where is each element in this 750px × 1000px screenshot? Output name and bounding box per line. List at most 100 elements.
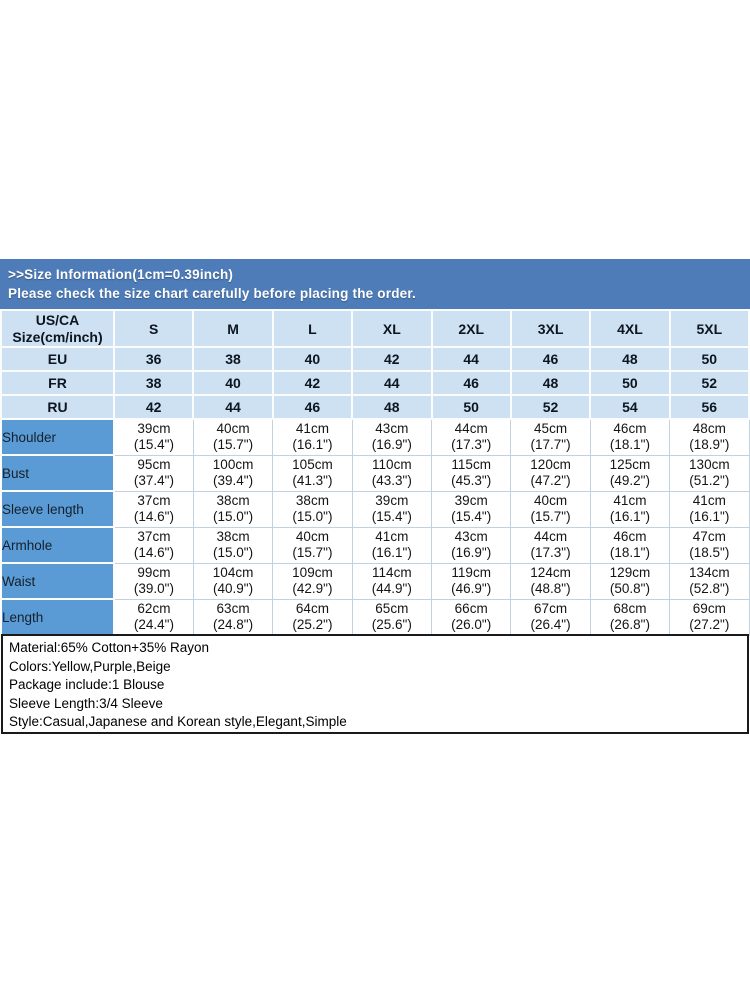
size-table: US/CA Size(cm/inch) S M L XL 2XL 3XL 4XL 5XL EU 3…: [0, 309, 750, 636]
conversion-row-fr: FR 38 40 42 44 46 48 50 52: [0, 370, 750, 396]
size-header-l: L: [271, 309, 354, 348]
table-cell: 105cm (41.3"): [272, 454, 353, 492]
measurement-row-sleeve-length: Sleeve length 37cm (14.6") 38cm (15.0") 38cm(…: [0, 490, 750, 528]
table-cell: 63cm (24.8"): [192, 598, 274, 636]
cell-cm-value: 134cm: [689, 565, 730, 580]
table-cell: 52: [509, 394, 592, 420]
cell-inch-value: (50.8"): [609, 581, 650, 596]
measurement-row-length: Length 62cm (24.4") 63cm (24.8") 64cm (25.2") 6…: [0, 598, 750, 636]
cell-cm-value: 109cm: [292, 565, 333, 580]
size-header-3xl: 3XL: [509, 309, 592, 348]
size-table-head: US/CA Size(cm/inch) S M L XL 2XL 3XL 4XL 5XL: [0, 309, 750, 348]
cell-cm-value: 48cm: [692, 421, 726, 437]
table-cell: 109cm (42.9"): [272, 562, 353, 600]
cell-inch-value: (14.6"): [133, 509, 174, 524]
table-cell: 65cm (25.6"): [351, 598, 433, 636]
cell-inch-value: (16.9"): [451, 545, 492, 560]
measurement-row-label: Sleeve length: [0, 490, 115, 528]
info-line-colors: Colors:Yellow,Purple,Beige: [9, 658, 171, 674]
cell-inch-value: (15.0"): [213, 545, 254, 560]
measurement-row-label: Armhole: [0, 526, 115, 564]
cell-cm-value: 64cm: [295, 601, 329, 616]
table-cell: 48cm (18.9"): [669, 418, 750, 456]
info-line-style: Style:Casual,Japanese and Korean style,E…: [9, 714, 347, 729]
table-cell: 40cm (15.7"): [192, 418, 274, 456]
cell-cm-value: 65cm: [375, 601, 409, 616]
cell-cm-value: 43cm: [375, 421, 409, 437]
cell-inch-value: (52.8"): [689, 581, 730, 596]
cell-inch-value: (16.9"): [371, 437, 412, 453]
cell-cm-value: 105cm: [292, 457, 333, 472]
table-cell: 42: [271, 370, 354, 396]
info-line-sleeve-length: Sleeve Length:3/4 Sleeve: [9, 695, 163, 711]
cell-inch-value: (14.6"): [133, 545, 174, 560]
measurement-row-label: Waist: [0, 562, 115, 600]
table-cell: 124cm (48.8"): [510, 562, 591, 600]
cell-cm-value: 41cm: [295, 421, 329, 437]
table-cell: 42: [112, 394, 195, 420]
cell-cm-value: 69cm: [692, 601, 726, 616]
cell-cm-value: 114cm: [372, 565, 412, 580]
cell-cm-value: 41cm: [375, 529, 409, 544]
measurement-row-label: Bust: [0, 454, 115, 492]
table-cell: 47cm (18.5"): [669, 526, 750, 564]
table-cell: 39cm (15.4"): [113, 418, 194, 456]
cell-inch-value: (16.1"): [371, 545, 412, 560]
table-cell: 52: [668, 370, 750, 396]
cell-cm-value: 119cm: [451, 565, 491, 580]
cell-inch-value: (39.0"): [133, 581, 174, 596]
table-cell: 68cm (26.8"): [589, 598, 671, 636]
cell-cm-value: 39cm: [375, 493, 409, 508]
info-line-package: Package include:1 Blouse: [9, 677, 165, 692]
measurement-row-armhole: Armhole 37cm (14.6") 38cm (15.0") 40cm (15.7")…: [0, 526, 750, 564]
table-cell: 50: [430, 394, 512, 420]
table-cell: 46cm (18.1"): [589, 418, 671, 456]
cell-inch-value: (43.3"): [371, 473, 412, 488]
size-header-xl: XL: [351, 309, 433, 348]
table-cell: 99cm (39.0"): [113, 562, 194, 600]
cell-cm-value: 40cm: [295, 529, 329, 544]
cell-cm-value: 115cm: [451, 457, 491, 472]
cell-inch-value: (15.7"): [213, 437, 254, 453]
cell-cm-value: 68cm: [613, 601, 647, 616]
cell-inch-value: (26.0"): [451, 617, 492, 632]
size-table-header-row: US/CA Size(cm/inch) S M L XL 2XL 3XL 4XL 5XL: [0, 309, 750, 348]
cell-inch-value: (18.9"): [689, 437, 730, 453]
cell-inch-value: (15.4"): [371, 509, 412, 524]
cell-cm-value: 39cm: [137, 421, 171, 437]
table-cell: 66cm (26.0"): [430, 598, 512, 636]
cell-cm-value: 41cm: [613, 493, 647, 508]
table-cell: 46: [509, 346, 592, 372]
cell-inch-value: (40.9"): [213, 581, 254, 596]
cell-inch-value: (51.2"): [689, 473, 730, 488]
cell-cm-value: 125cm: [609, 457, 651, 472]
table-cell: 67cm (26.4"): [510, 598, 591, 636]
table-cell: 38cm (15.0"): [192, 526, 274, 564]
table-cell: 41cm (16.1"): [589, 490, 671, 528]
cell-cm-value: 62cm: [137, 601, 171, 616]
cell-inch-value: (48.8"): [530, 581, 571, 596]
cell-inch-value: (42.9"): [292, 581, 333, 596]
table-cell: 54: [589, 394, 671, 420]
table-cell: 48: [351, 394, 433, 420]
conversion-row-eu: EU 36 38 40 42 44 46 48 50: [0, 346, 750, 372]
cell-cm-value: 66cm: [454, 601, 488, 616]
cell-inch-value: (16.1"): [609, 509, 650, 524]
size-info-banner: >>Size Information(1cm=0.39inch) Please …: [0, 259, 750, 309]
table-cell: 119cm (46.9"): [430, 562, 512, 600]
conversion-row-label: RU: [0, 394, 115, 420]
cell-inch-value: (16.1"): [689, 509, 730, 524]
cell-inch-value: (17.3"): [451, 437, 492, 453]
table-cell: 110cm (43.3"): [351, 454, 433, 492]
table-cell: 134cm (52.8"): [669, 562, 750, 600]
table-cell: 41cm (16.1"): [272, 418, 353, 456]
table-cell: 38: [192, 346, 274, 372]
table-cell: 115cm (45.3"): [430, 454, 512, 492]
cell-inch-value: (24.4"): [133, 617, 174, 632]
size-header-2xl: 2XL: [430, 309, 512, 348]
size-header-4xl: 4XL: [589, 309, 671, 348]
measurement-row-label: Shoulder: [0, 418, 115, 456]
cell-cm-value: 46cm: [613, 529, 647, 544]
cell-inch-value: (37.4"): [133, 473, 174, 488]
